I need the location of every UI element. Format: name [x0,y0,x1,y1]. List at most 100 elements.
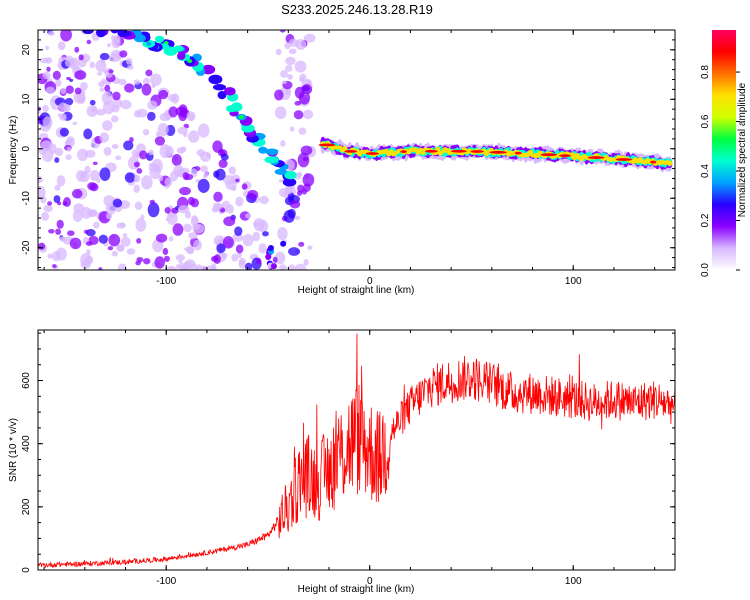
heatmap-blob [213,191,223,203]
heatmap-blob [238,115,244,120]
heatmap-blob [96,30,106,38]
heatmap-blob [168,106,178,118]
heatmap-blob [59,236,66,242]
heatmap-blob [424,149,438,153]
heatmap-blob [74,46,80,53]
heatmap-blob [216,243,226,254]
colorbar-label: Normalized spectral amplitude [737,82,748,217]
heatmap-blob [278,178,284,183]
heatmap-blob [54,147,64,157]
heatmap-blob [230,102,243,112]
heatmap-blob [101,78,107,85]
heatmap-blob [62,201,68,206]
heatmap-blob [223,216,236,227]
heatmap-blob [301,189,307,195]
heatmap-blob [86,39,92,45]
heatmap-blob [71,188,83,199]
x-tick-label: 0 [367,276,373,287]
heatmap-blob [158,89,169,100]
heatmap-blob [196,149,206,157]
heatmap-blob [235,196,244,207]
heatmap-blob [262,231,269,237]
heatmap-blob [242,233,254,247]
heatmap-blob [569,152,575,158]
heatmap-blob [67,230,75,236]
heatmap-blob [211,263,216,269]
heatmap-blob [100,59,105,64]
heatmap-blob [47,201,53,206]
heatmap-blob [38,110,41,114]
heatmap-blob [139,150,148,160]
heatmap-blob [69,78,74,82]
heatmap-blob [294,100,302,106]
snr-xlabel: Height of straight line (km) [298,584,415,595]
heatmap-blob [118,78,127,86]
heatmap-blob [258,243,267,254]
heatmap-blob [259,195,269,205]
heatmap-blob [178,104,188,114]
heatmap-blob [80,260,92,269]
heatmap-blob [74,87,82,95]
heatmap-blob [587,156,605,159]
heatmap-blob [210,256,219,262]
heatmap-blob [288,247,301,256]
heatmap-blob [258,146,268,154]
heatmap-blob [149,165,161,180]
heatmap-blob [83,128,93,140]
heatmap-blob [192,223,205,234]
heatmap-blob [177,51,186,60]
heatmap-blob [203,65,213,72]
heatmap-blob [73,203,85,214]
heatmap-blob [210,77,220,85]
heatmap-blob [280,140,286,147]
heatmap-blob [55,228,62,235]
heatmap-blob [167,152,172,157]
heatmap-blob [264,148,279,155]
heatmap-blob [667,160,673,166]
heatmap-blob [187,196,195,206]
heatmap-blob [280,240,287,247]
colorbar-scale [712,30,736,270]
heatmap-blob [179,186,191,196]
y-tick-label: -20 [21,240,32,255]
snr-ylabel: SNR (10 * v/v) [8,418,19,482]
heatmap-blob [405,150,411,155]
heatmap-blob [149,199,156,205]
heatmap-blob [136,238,142,244]
heatmap-blob [302,156,309,162]
heatmap-blob [252,231,261,242]
heatmap-blob [302,173,315,187]
heatmap-blob [264,156,279,164]
heatmap-blob [238,257,246,265]
heatmap-blob [89,99,96,106]
heatmap-blob [182,261,193,270]
heatmap-blob [383,149,390,154]
heatmap-blob [177,205,190,214]
heatmap-blob [77,93,86,104]
heatmap-blob [305,79,312,86]
heatmap-blob [281,80,287,85]
heatmap-blob [284,170,297,180]
heatmap-blob [166,265,177,270]
heatmap-blob [56,175,66,187]
heatmap-blob [277,227,288,241]
heatmap-blob [172,223,184,236]
heatmap-blob [149,162,154,167]
heatmap-blob [42,116,53,129]
heatmap-blob [98,266,103,270]
heatmap-blob [116,222,126,229]
heatmap-blob [294,215,301,221]
heatmap-blob [46,66,51,72]
heatmap-blob [60,88,67,94]
heatmap-blob [203,171,209,177]
heatmap-blob [38,185,46,200]
heatmap-blob [65,154,72,160]
heatmap-blob [45,45,50,50]
heatmap-blob [148,149,154,156]
heatmap-blob [108,69,114,74]
heatmap-blob [212,140,223,153]
heatmap-blob [303,258,309,266]
heatmap-blob [234,226,243,237]
heatmap-blob [134,31,140,36]
